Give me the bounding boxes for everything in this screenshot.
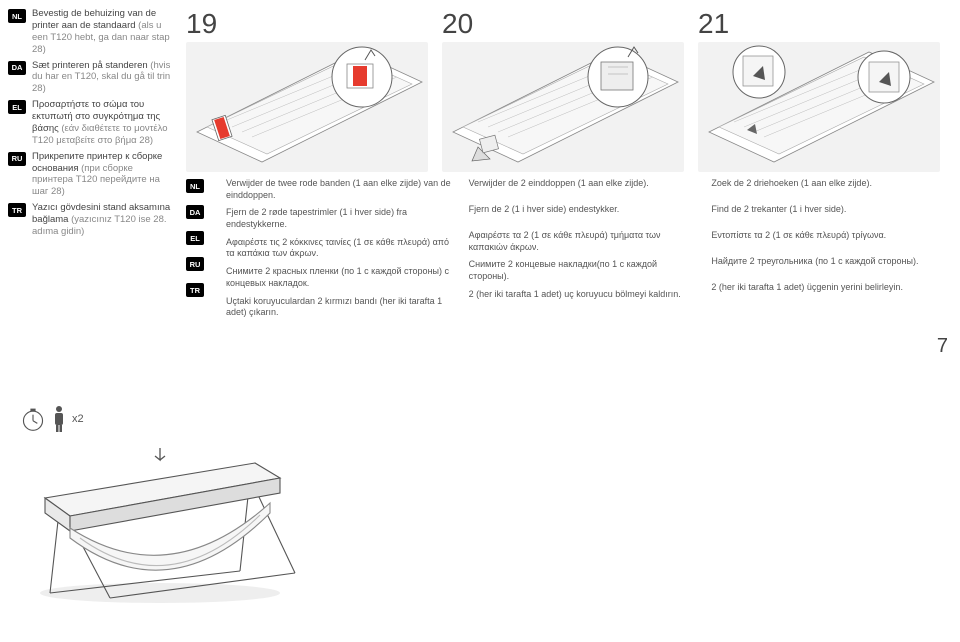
caption: 2 (her iki tarafta 1 adet) üçgenin yerin… <box>711 282 903 294</box>
person-count: x2 <box>72 413 84 425</box>
task-text: Sæt printeren på standeren (hvis du har … <box>32 60 176 96</box>
step-number: 20 <box>442 8 684 40</box>
caption: Εντοπίστε τα 2 (1 σε κάθε πλευρά) τρίγων… <box>711 230 886 242</box>
lang-badge-tr: TR <box>8 203 26 217</box>
step-number: 19 <box>186 8 428 40</box>
step-number: 21 <box>698 8 940 40</box>
task-nl: NL Bevestig de behuizing van de printer … <box>8 8 176 56</box>
caption: Αφαιρέστε τις 2 κόκκινες ταινίες (1 σε κ… <box>226 237 455 260</box>
caption: Fjern de 2 (1 i hver side) endestykker. <box>469 204 620 216</box>
lang-badge-el: EL <box>8 100 26 114</box>
lang-badge: DA <box>186 205 204 219</box>
page-number: 7 <box>937 335 948 358</box>
caption: Fjern de 2 røde tapestrimler (1 i hver s… <box>226 207 455 230</box>
panel-21: 21 <box>698 8 940 172</box>
lang-badge-ru: RU <box>8 152 26 166</box>
captions-col-19: Verwijder de twee rode banden (1 aan elk… <box>226 178 455 325</box>
task-ru: RU Прикрепите принтер к сборке основания… <box>8 151 176 199</box>
caption: 2 (her iki tarafta 1 adet) uç koruyucu b… <box>469 289 681 301</box>
caption: Verwijder de 2 einddoppen (1 aan elke zi… <box>469 178 649 190</box>
lang-badge: RU <box>186 257 204 271</box>
lang-badge: EL <box>186 231 204 245</box>
task-el: EL Προσαρτήστε το σώμα του εκτυπωτή στο … <box>8 99 176 147</box>
bottom-section: 10' x2 <box>20 405 360 615</box>
caption: Найдите 2 треугольника (по 1 с каждой ст… <box>711 256 918 268</box>
lang-badge-nl: NL <box>8 9 26 23</box>
caption: Αφαιρέστε τα 2 (1 σε κάθε πλευρά) τμήματ… <box>469 230 698 253</box>
panel-20: 20 <box>442 8 684 172</box>
step-illustration <box>442 42 684 172</box>
task-text: Yazıcı gövdesini stand aksamına bağlama … <box>32 202 176 238</box>
caption: Снимите 2 красных пленки (по 1 с каждой … <box>226 266 455 289</box>
clock-icon: 10' <box>20 406 46 432</box>
task-text: Προσαρτήστε το σώμα του εκτυπωτή στο συγ… <box>32 99 176 147</box>
captions-col-20: Verwijder de 2 einddoppen (1 aan elke zi… <box>469 178 698 325</box>
lang-badge: TR <box>186 283 204 297</box>
person-icon <box>52 405 66 433</box>
lang-badge-da: DA <box>8 61 26 75</box>
lang-badge: NL <box>186 179 204 193</box>
captions-col-21: Zoek de 2 driehoeken (1 aan elke zijde).… <box>711 178 940 325</box>
task-text: Прикрепите принтер к сборке основания (п… <box>32 151 176 199</box>
task-da: DA Sæt printeren på standeren (hvis du h… <box>8 60 176 96</box>
panel-19: 19 <box>186 8 428 172</box>
step-panels: 19 <box>186 8 940 172</box>
printer-on-stand-illustration <box>20 443 350 613</box>
caption: Zoek de 2 driehoeken (1 aan elke zijde). <box>711 178 872 190</box>
caption: Verwijder de twee rode banden (1 aan elk… <box>226 178 455 201</box>
step-illustration <box>698 42 940 172</box>
caption-grid: NL DA EL RU TR Verwijder de twee rode ba… <box>186 178 940 325</box>
step-illustration <box>186 42 428 172</box>
task-tr: TR Yazıcı gövdesini stand aksamına bağla… <box>8 202 176 238</box>
caption: Uçtaki koruyuculardan 2 kırmızı bandı (h… <box>226 296 455 319</box>
caption: Find de 2 trekanter (1 i hver side). <box>711 204 846 216</box>
left-task-list: NL Bevestig de behuizing van de printer … <box>8 8 186 325</box>
task-text: Bevestig de behuizing van de printer aan… <box>32 8 176 56</box>
caption: Снимите 2 концевые накладки(по 1 с каждо… <box>469 259 698 282</box>
